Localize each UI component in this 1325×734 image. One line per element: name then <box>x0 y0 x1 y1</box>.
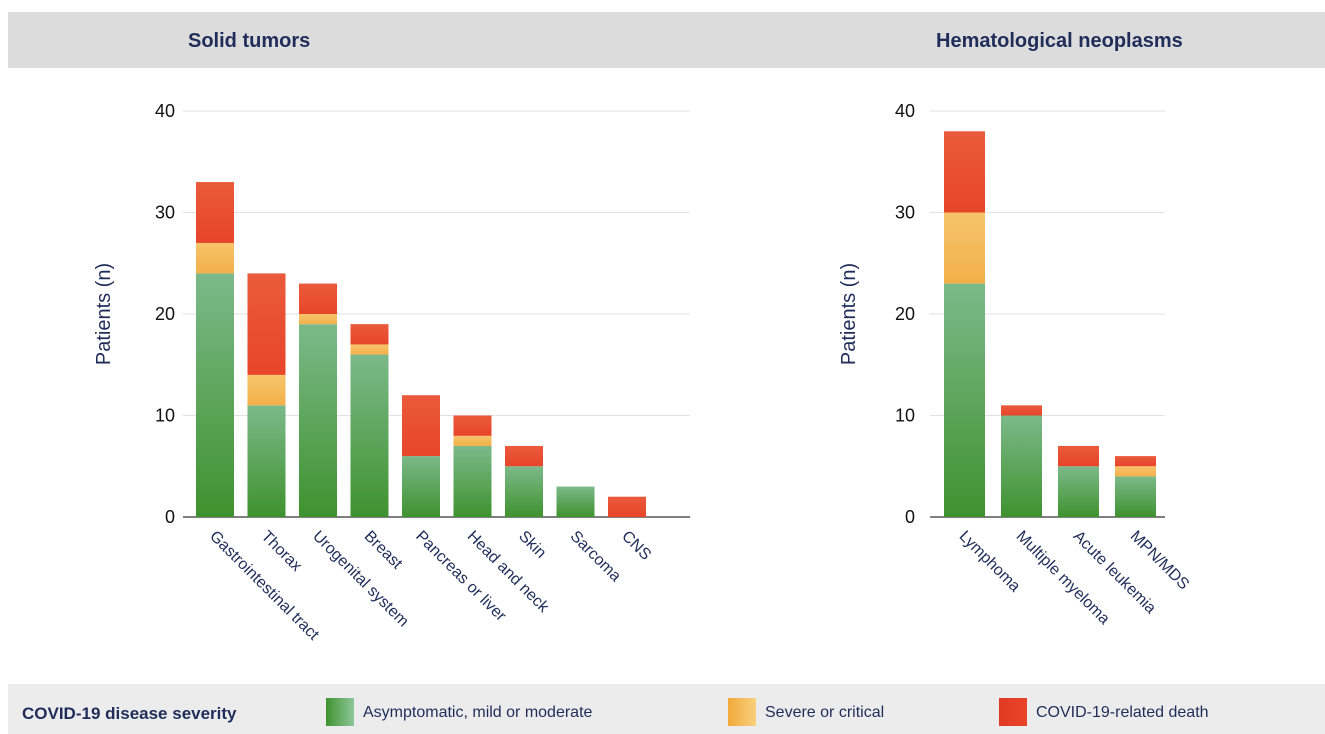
heme-bar-acute-leukemia-asymptomatic <box>1058 466 1099 517</box>
solid-x-tick-label-urogenital-system: Urogenital system <box>309 528 412 631</box>
solid-bar-urogenital-system-death <box>299 283 337 314</box>
solid-y-tick-label: 40 <box>155 101 175 121</box>
solid-y-tick-label: 0 <box>165 507 175 527</box>
legend-band <box>8 684 1325 734</box>
solid-x-tick-label-cns: CNS <box>618 528 654 564</box>
solid-bar-breast-death <box>350 324 389 345</box>
solid-y-tick-label: 20 <box>155 304 175 324</box>
solid-y-tick-label: 10 <box>155 406 175 426</box>
solid-bar-thorax-severe <box>247 374 286 406</box>
solid-x-tick-label-breast: Breast <box>361 528 406 573</box>
solid-bar-thorax-asymptomatic <box>247 405 286 517</box>
solid-bar-thorax-death <box>247 273 286 375</box>
solid-bar-head-and-neck-death <box>453 415 492 436</box>
heme-bar-lymphoma-severe <box>944 212 985 284</box>
solid-bar-breast-severe <box>350 344 389 355</box>
heme-y-tick-label: 30 <box>895 203 915 223</box>
heme-y-tick-label: 20 <box>895 304 915 324</box>
solid-x-tick-label-skin: Skin <box>515 528 549 562</box>
legend-title: COVID-19 disease severity <box>22 704 237 723</box>
solid-bar-skin-death <box>505 445 543 467</box>
heme-bar-lymphoma-death <box>944 131 985 213</box>
solid-bar-head-and-neck-severe <box>453 435 492 446</box>
solid-bar-urogenital-system-severe <box>299 314 337 325</box>
heme-bar-multiple-myeloma-asymptomatic <box>1001 415 1042 517</box>
solid-bar-breast-asymptomatic <box>350 354 389 517</box>
heme-bar-mpn-mds-severe <box>1115 466 1156 477</box>
solid-bar-urogenital-system-asymptomatic <box>299 324 337 517</box>
solid-y-tick-label: 30 <box>155 203 175 223</box>
heme-y-axis-label: Patients (n) <box>838 263 860 365</box>
heme-bar-mpn-mds-asymptomatic <box>1115 476 1156 517</box>
solid-bar-sarcoma-asymptomatic <box>556 486 595 517</box>
heme-bar-lymphoma-asymptomatic <box>944 283 985 517</box>
heme-y-tick-label: 10 <box>895 406 915 426</box>
heme-y-tick-label: 0 <box>905 507 915 527</box>
header-band <box>8 12 1325 68</box>
solid-y-axis-label: Patients (n) <box>93 263 115 365</box>
solid-bar-pancreas-or-liver-asymptomatic <box>402 456 440 517</box>
heme-bar-acute-leukemia-death <box>1058 445 1099 467</box>
solid-bar-gastrointestinal-tract-death <box>196 182 234 243</box>
heme-bar-multiple-myeloma-death <box>1001 405 1042 416</box>
solid-x-tick-label-sarcoma: Sarcoma <box>567 528 624 585</box>
solid-bar-gastrointestinal-tract-severe <box>196 242 234 274</box>
legend-swatch-severe <box>728 698 756 726</box>
legend-label-death: COVID-19-related death <box>1036 704 1209 721</box>
solid-x-tick-label-thorax: Thorax <box>258 528 305 575</box>
heme-y-tick-label: 40 <box>895 101 915 121</box>
legend-swatch-death <box>999 698 1027 726</box>
solid-bar-head-and-neck-asymptomatic <box>453 445 492 517</box>
solid-x-tick-label-pancreas-or-liver: Pancreas or liver <box>412 528 509 625</box>
legend-label-asymptomatic: Asymptomatic, mild or moderate <box>363 704 593 721</box>
solid-bar-skin-asymptomatic <box>505 466 543 517</box>
solid-bar-pancreas-or-liver-death <box>402 395 440 457</box>
solid-bar-gastrointestinal-tract-asymptomatic <box>196 273 234 517</box>
hematological-neoplasms-title: Hematological neoplasms <box>936 30 1183 52</box>
legend-label-severe: Severe or critical <box>765 704 885 721</box>
solid-tumors-title: Solid tumors <box>188 30 311 52</box>
solid-bar-cns-death <box>608 496 646 517</box>
legend-swatch-asymptomatic <box>326 698 354 726</box>
heme-bar-mpn-mds-death <box>1115 456 1156 467</box>
